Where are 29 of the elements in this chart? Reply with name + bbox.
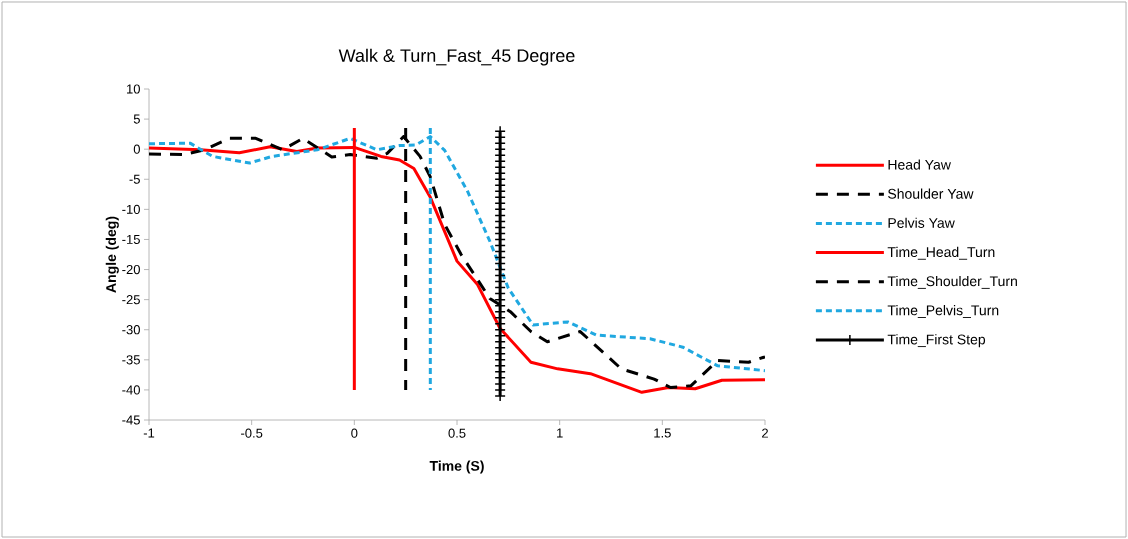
legend-label: Time_First Step — [887, 334, 986, 348]
y-axis-title: Angle (deg) — [105, 216, 119, 293]
y-tick-label: -20 — [122, 264, 140, 275]
y-tick-label: -30 — [122, 325, 140, 335]
y-tick-label: -5 — [129, 174, 140, 184]
x-tick-label: -1 — [143, 428, 155, 438]
legend-label: Shoulder Yaw — [888, 188, 974, 199]
y-tick-label: 5 — [133, 114, 140, 124]
y-tick-label: 10 — [127, 84, 140, 94]
legend-label: Pelvis Yaw — [888, 217, 955, 228]
x-tick-label: 2 — [762, 428, 768, 438]
chart-title: Walk & Turn_Fast_45 Degree — [338, 48, 575, 66]
legend-label: Time_Head_Turn — [887, 246, 995, 260]
y-tick-label: -25 — [122, 295, 140, 305]
x-tick-label: 1 — [557, 428, 563, 438]
y-tick-label: -35 — [122, 355, 140, 365]
y-tick-label: -15 — [122, 234, 140, 244]
y-tick-label: 0 — [133, 144, 140, 154]
legend-label: Time_Shoulder_Turn — [887, 275, 1017, 289]
x-tick-label: 1.5 — [654, 428, 671, 438]
x-tick-label: -0.5 — [241, 428, 263, 438]
x-tick-label: 0.5 — [448, 428, 466, 438]
x-tick-label: 0 — [351, 428, 358, 438]
x-axis-title: Time (S) — [429, 460, 484, 474]
legend-label: Head Yaw — [888, 159, 951, 170]
y-tick-label: -10 — [122, 204, 140, 214]
y-tick-label: -40 — [122, 385, 140, 395]
legend-label: Time_Pelvis_Turn — [887, 305, 999, 318]
y-tick-label: -45 — [122, 415, 140, 425]
